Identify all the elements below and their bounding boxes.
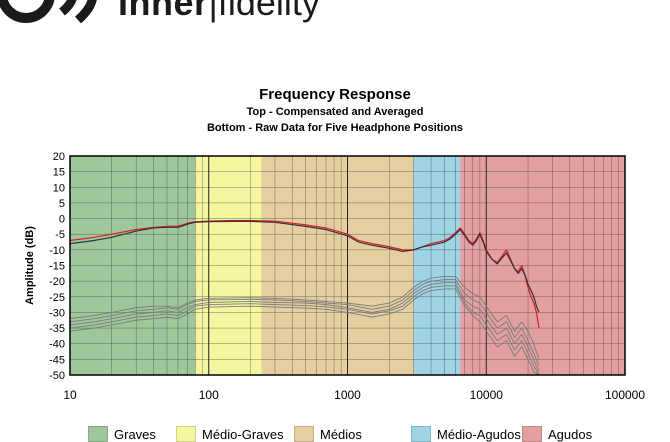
x-tick-label: 10000 <box>470 388 504 402</box>
series-line-6 <box>69 288 540 376</box>
legend-label: Médio-Graves <box>202 426 284 442</box>
y-tick-label: 5 <box>59 198 65 210</box>
series-line-1 <box>69 220 540 313</box>
chart-subtitle-top: Top - Compensated and Averaged <box>246 106 424 118</box>
y-tick-label: -5 <box>55 229 65 241</box>
innerfidelity-logo: Inner|fidelity <box>0 0 400 26</box>
x-tick-label: 100 <box>199 388 219 402</box>
y-tick-label: -40 <box>49 339 65 351</box>
series-line-2 <box>69 276 540 360</box>
y-tick-label: 20 <box>53 151 65 163</box>
y-tick-label: -20 <box>49 276 65 288</box>
y-tick-label: -45 <box>49 354 65 366</box>
y-tick-label: -30 <box>49 307 65 319</box>
y-tick-label: -35 <box>49 323 65 335</box>
logo-mark-icon <box>0 0 97 24</box>
chart-subtitle-bottom: Bottom - Raw Data for Five Headphone Pos… <box>206 122 464 134</box>
y-tick-label: -15 <box>49 261 65 273</box>
legend-label: Agudos <box>548 426 593 442</box>
y-tick-label: -10 <box>49 245 65 257</box>
y-tick-label: 0 <box>59 214 65 226</box>
legend-label: Médio-Agudos <box>437 426 521 442</box>
y-axis-label: Amplitude (dB) <box>24 226 36 305</box>
series-line-3 <box>69 279 540 366</box>
legend-label: Médios <box>320 426 362 442</box>
x-tick-label: 10 <box>63 388 77 402</box>
x-tick-label: 100000 <box>605 388 645 402</box>
legend-item: Médios <box>294 426 362 442</box>
series-line-4 <box>69 282 540 373</box>
y-tick-label: -25 <box>49 292 65 304</box>
series-line-5 <box>69 285 540 376</box>
y-tick-label: 10 <box>53 182 65 194</box>
legend-label: Graves <box>114 426 156 442</box>
logo-wordmark: Inner|fidelity <box>118 0 320 23</box>
x-tick-label: 1000 <box>334 388 361 402</box>
chart-legend: Graves Médio-Graves Médios Médio-Agudos Agud… <box>0 426 670 442</box>
legend-item: Médio-Graves <box>176 426 284 442</box>
plot-frame <box>69 155 626 376</box>
y-tick-label: 15 <box>53 167 65 179</box>
frequency-response-chart: 20 15 10 5 0 -5 -10 -15 -20 -25 -30 -35 -40 -45 -50 10 1… <box>24 151 645 402</box>
chart-title: Frequency Response <box>259 86 411 103</box>
y-tick-label: -50 <box>49 370 65 382</box>
